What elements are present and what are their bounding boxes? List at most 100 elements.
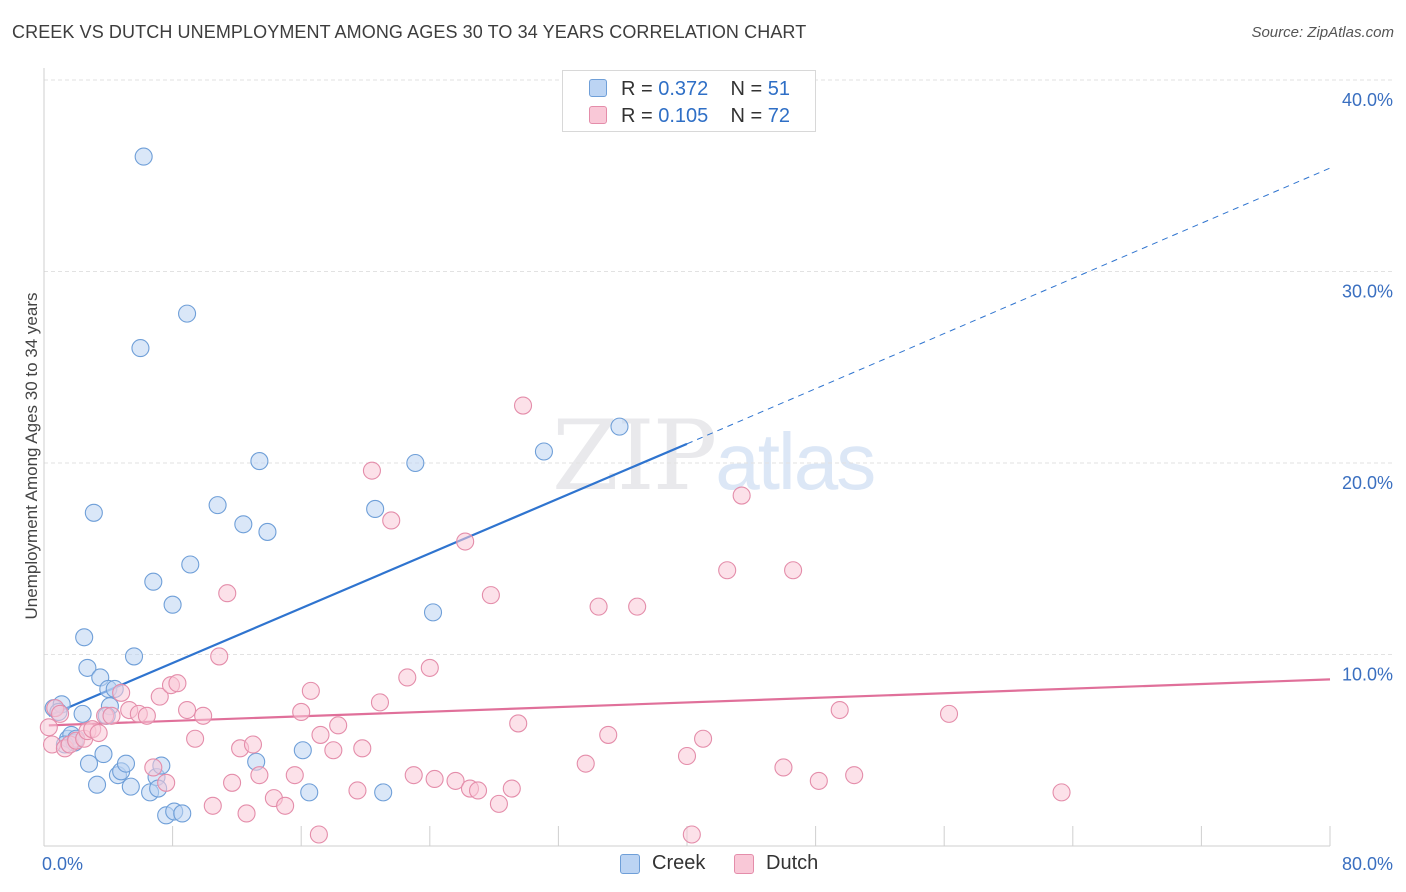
dutch-point-72 (845, 766, 864, 785)
dutch-point-54 (481, 586, 500, 605)
correlation-legend: R = 0.372 N = 51 R = 0.105 N = 72 (562, 70, 816, 132)
dutch-point-10 (89, 723, 108, 743)
creek-point-39 (293, 741, 312, 760)
legend-dutch-r-value: 0.105 (658, 105, 709, 127)
creek-point-19 (121, 777, 140, 796)
dutch-point-58 (513, 396, 533, 415)
dutch-point-70 (809, 771, 828, 790)
creek-point-46 (610, 417, 629, 436)
dutch-swatch (589, 106, 607, 124)
dutch-point-61 (599, 725, 618, 744)
bottom-dutch-swatch (734, 854, 754, 874)
legend-creek-n-value: 51 (767, 78, 791, 100)
creek-point-35 (234, 515, 253, 534)
legend-creek-r-value: 0.372 (658, 78, 709, 100)
dutch-point-45 (382, 511, 401, 530)
dutch-point-63 (677, 746, 697, 766)
legend-dutch-n-label: N = (730, 105, 768, 127)
dutch-point-19 (157, 773, 176, 792)
creek-point-22 (134, 147, 153, 166)
dutch-point-68 (774, 758, 793, 777)
creek-point-42 (374, 783, 393, 802)
creek-point-9 (84, 503, 103, 522)
x-tick-label-end: 80.0% (1342, 854, 1393, 874)
creek-point-20 (124, 647, 144, 666)
dutch-point-34 (276, 796, 295, 815)
dutch-point-30 (237, 804, 256, 823)
dutch-point-21 (168, 674, 187, 693)
chart-title: CREEK VS DUTCH UNEMPLOYMENT AMONG AGES 3… (12, 22, 807, 42)
legend-dutch-r-label: R = (621, 105, 659, 127)
dutch-point-67 (732, 486, 751, 505)
creek-trend-line (48, 442, 688, 717)
dutch-point-12 (102, 706, 121, 725)
dutch-point-36 (292, 702, 311, 722)
dutch-point-62 (628, 597, 647, 616)
dutch-point-57 (509, 714, 528, 733)
dutch-point-42 (353, 739, 372, 758)
bottom-dutch-label: Dutch (766, 852, 819, 874)
creek-point-6 (75, 628, 94, 647)
dutch-point-43 (362, 461, 381, 480)
legend-dutch-text: R = 0.105 N = 72 (621, 105, 790, 128)
dutch-point-22 (178, 700, 197, 720)
watermark-zip: ZIP (552, 400, 717, 512)
legend-creek-r-label: R = (621, 78, 659, 100)
dutch-point-47 (404, 766, 423, 785)
dutch-point-39 (324, 741, 343, 760)
y-tick-label-10: 10.0% (1342, 665, 1393, 685)
watermark: ZIPatlas (552, 400, 876, 512)
creek-point-18 (116, 754, 136, 773)
y-tick-label-30: 30.0% (1342, 282, 1393, 302)
source-label: Source: ZipAtlas.com (1251, 24, 1394, 41)
legend-row-creek: R = 0.372 N = 51 (563, 75, 815, 101)
dutch-point-24 (194, 706, 213, 725)
dutch-point-35 (285, 766, 304, 785)
dutch-point-18 (150, 687, 169, 706)
creek-point-12 (94, 745, 113, 764)
dutch-point-37 (301, 681, 320, 700)
dutch-point-53 (468, 781, 488, 800)
dutch-point-56 (502, 779, 521, 798)
dutch-point-41 (348, 781, 367, 800)
dutch-point-51 (456, 532, 475, 551)
dutch-point-40 (329, 716, 348, 735)
dutch-point-28 (223, 773, 242, 792)
dutch-point-73 (939, 704, 959, 723)
dutch-point-46 (398, 668, 417, 687)
dutch-point-71 (830, 700, 849, 720)
x-tick-label-start: 0.0% (42, 854, 83, 874)
axes (43, 68, 1331, 847)
creek-point-33 (181, 555, 200, 574)
legend-row-dutch: R = 0.105 N = 72 (563, 102, 815, 128)
dutch-point-44 (370, 693, 390, 712)
dutch-point-0 (39, 718, 58, 737)
creek-point-34 (208, 496, 227, 515)
creek-point-29 (163, 595, 182, 614)
bottom-creek-swatch (620, 854, 640, 874)
dutch-trend-line (48, 678, 1331, 727)
dutch-point-66 (718, 561, 737, 580)
creek-point-7 (78, 658, 97, 677)
creek-point-8 (79, 754, 99, 773)
creek-swatch (589, 79, 607, 97)
creek-point-31 (173, 804, 192, 823)
creek-point-5 (73, 704, 92, 723)
dutch-point-16 (137, 706, 156, 725)
y-tick-label-20: 20.0% (1342, 473, 1393, 493)
dutch-point-38 (311, 725, 330, 744)
dutch-point-31 (243, 735, 263, 754)
creek-point-41 (366, 499, 385, 519)
creek-point-40 (300, 783, 319, 802)
dutch-point-48 (420, 658, 439, 677)
creek-point-45 (534, 442, 553, 461)
bottom-creek-label: Creek (652, 852, 706, 874)
dutch-point-65 (694, 729, 713, 748)
creek-point-21 (131, 339, 150, 358)
grid-lines (44, 79, 1392, 655)
dutch-point-55 (489, 794, 508, 813)
dutch-point-74 (1052, 783, 1071, 802)
legend-dutch-n-value: 72 (767, 105, 791, 127)
creek-point-44 (423, 603, 443, 622)
